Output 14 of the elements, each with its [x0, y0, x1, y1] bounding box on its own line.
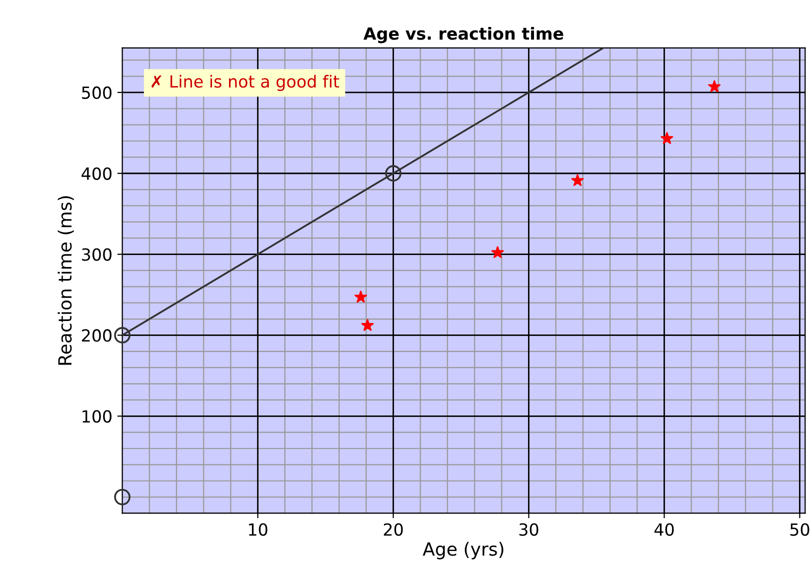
- y-tick-label: 300: [82, 248, 112, 261]
- x-tick-label: 30: [519, 523, 538, 536]
- x-tick-label: 50: [790, 523, 810, 536]
- annotation: ✗ Line is not a good fit: [152, 74, 340, 91]
- x-tick-label: 40: [654, 523, 674, 536]
- y-tick-label: 200: [82, 329, 112, 342]
- chart-title: Age vs. reaction time: [363, 26, 564, 44]
- y-tick-label: 400: [82, 167, 112, 180]
- x-tick-label: 20: [384, 523, 403, 536]
- y-tick-label: 100: [82, 410, 112, 423]
- x-tick-label: 10: [249, 523, 268, 536]
- y-axis-title: Reaction time (ms): [58, 196, 74, 365]
- x-axis-title: Age (yrs): [422, 542, 504, 560]
- y-tick-label: 500: [82, 86, 112, 100]
